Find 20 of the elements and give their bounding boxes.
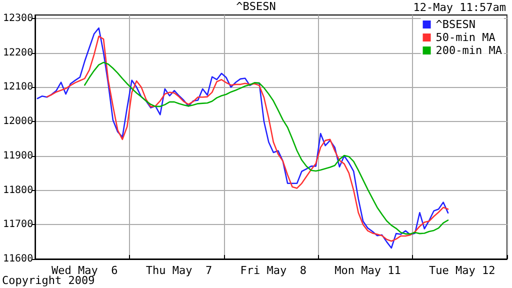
y-tick-label: 11600 [2,254,34,264]
legend-label: 50-min MA [436,31,496,44]
x-tick-label: Thu May 7 [146,264,212,277]
y-tick-label: 11800 [2,184,34,196]
x-tick-label: Tue May 12 [429,264,496,277]
legend-label: ^BSESN [436,18,476,31]
y-tick-label: 12300 [2,12,34,24]
text: Copyright 2009 [2,274,95,287]
legend-label: 200-min MA [436,44,502,57]
line-series [84,62,449,235]
x-tick-label: Mon May 11 [334,264,401,277]
x-tick-label: Fri May 8 [240,264,307,277]
text: 12-May 11:57am [413,1,506,14]
y-tick-label: 12000 [2,116,34,128]
y-tick-label: 11700 [2,219,34,230]
chart-title: ^BSESN [236,0,276,13]
y-tick-label: 11900 [2,150,34,162]
y-tick-label: 12100 [2,82,34,93]
x-tick-label: Wed May 6 [52,264,118,277]
y-tick-label: 12200 [2,47,34,58]
